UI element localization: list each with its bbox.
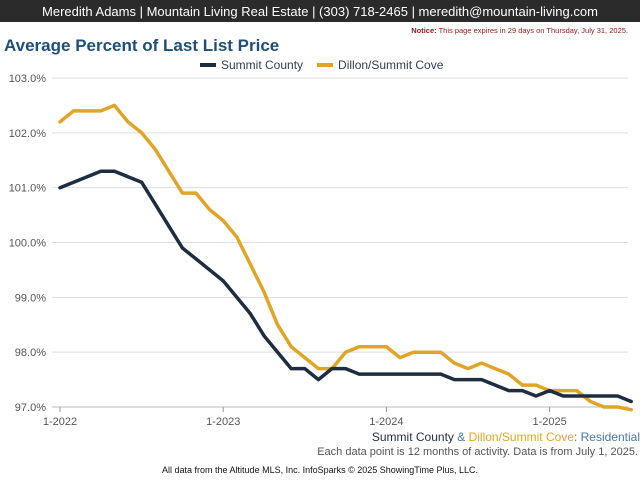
- notice-label: Notice:: [411, 26, 437, 35]
- legend-label-summit-county: Summit County: [221, 58, 304, 72]
- legend-swatch-summit-county: [200, 63, 216, 67]
- y-tick-label: 102.0%: [9, 128, 47, 140]
- x-tick-label: 1-2025: [532, 416, 566, 428]
- data-credit: All data from the Altitude MLS, Inc. Inf…: [162, 465, 478, 475]
- y-tick-label: 99.0%: [15, 292, 46, 304]
- caption-series-b: Dillon/Summit Cove: [468, 430, 574, 444]
- caption-ampersand: &: [453, 430, 469, 444]
- notice-text: This page expires in 29 days on Thursday…: [438, 26, 628, 35]
- chart-legend: Summit County Dillon/Summit Cove: [200, 57, 457, 73]
- series-caption: Summit County & Dillon/Summit Cove: Resi…: [372, 430, 640, 444]
- contact-text: Meredith Adams | Mountain Living Real Es…: [42, 3, 598, 19]
- line-chart: 103.0% 102.0% 101.0% 100.0% 99.0% 98.0% 97.0% 1…: [9, 73, 633, 428]
- x-tick-label: 1-2023: [206, 416, 240, 428]
- contact-header-bar: Meredith Adams | Mountain Living Real Es…: [0, 0, 640, 22]
- legend-label-dillon-summit-cove: Dillon/Summit Cove: [338, 58, 444, 72]
- legend-item-summit-county: Summit County: [200, 58, 303, 72]
- y-tick-label: 98.0%: [15, 347, 46, 359]
- y-tick-label: 103.0%: [9, 73, 47, 85]
- caption-category: Residential: [580, 430, 640, 444]
- chart-title: Average Percent of Last List Price: [4, 36, 280, 55]
- data-footnote: Each data point is 12 months of activity…: [317, 446, 638, 458]
- series-line-dillon-summit-cove: [58, 103, 633, 412]
- series-line-summit-county: [58, 169, 633, 404]
- y-tick-label: 97.0%: [15, 402, 46, 414]
- x-tick-label: 1-2024: [369, 416, 403, 428]
- legend-item-dillon-summit-cove: Dillon/Summit Cove: [317, 58, 443, 72]
- expiration-notice: Notice: This page expires in 29 days on …: [411, 26, 628, 35]
- y-tick-label: 100.0%: [9, 238, 47, 250]
- legend-swatch-dillon-summit-cove: [317, 63, 334, 67]
- y-tick-label: 101.0%: [9, 183, 47, 195]
- x-tick-label: 1-2022: [43, 416, 77, 428]
- caption-colon: :: [573, 430, 581, 444]
- caption-series-a: Summit County: [371, 430, 454, 444]
